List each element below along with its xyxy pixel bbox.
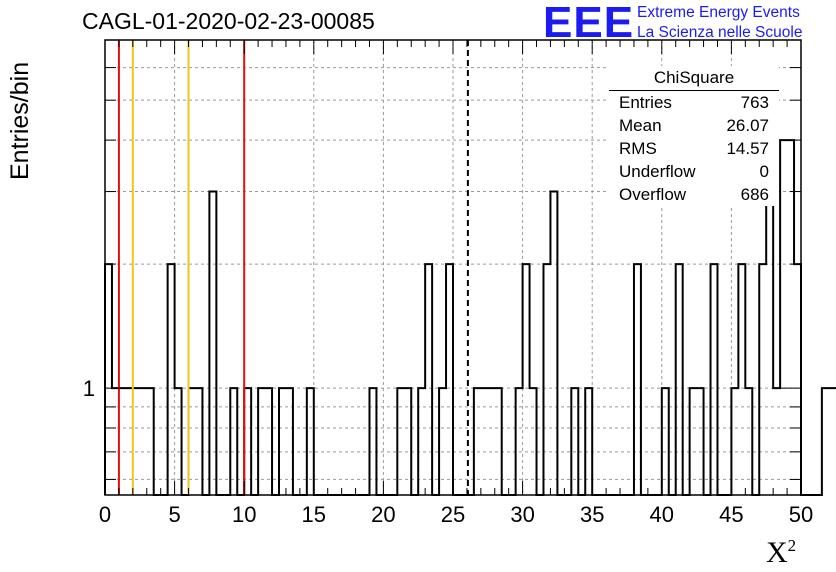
axis-tick-labels: 0 5 10 15 20 25 30 35 40 45 50 1 bbox=[83, 376, 813, 527]
x-tick-label: 5 bbox=[168, 502, 180, 527]
y-tick-label: 1 bbox=[83, 376, 95, 401]
stats-title: ChiSquare bbox=[609, 66, 779, 91]
axis-ticks bbox=[104, 39, 802, 495]
x-tick-label: 0 bbox=[99, 502, 111, 527]
stats-value: 763 bbox=[740, 93, 769, 112]
stats-label: Underflow bbox=[619, 162, 696, 181]
stats-value: 26.07 bbox=[726, 116, 769, 135]
x-tick-label: 25 bbox=[441, 502, 465, 527]
stats-label: Mean bbox=[619, 116, 662, 135]
stats-value: 14.57 bbox=[726, 139, 769, 158]
stats-row: Mean 26.07 bbox=[609, 114, 779, 137]
x-tick-label: 30 bbox=[510, 502, 534, 527]
x-tick-label: 15 bbox=[302, 502, 326, 527]
x-tick-label: 10 bbox=[232, 502, 256, 527]
x-tick-label: 40 bbox=[650, 502, 674, 527]
x-axis-label-superscript: 2 bbox=[787, 536, 797, 555]
x-axis-label-text: X bbox=[766, 536, 788, 569]
stats-row: Underflow 0 bbox=[609, 160, 779, 183]
logo-tagline-2: La Scienza nelle Scuole bbox=[637, 24, 803, 41]
stats-box: ChiSquare Entries 763 Mean 26.07 RMS 14.57 … bbox=[609, 66, 779, 206]
run-title: CAGL-01-2020-02-23-00085 bbox=[82, 8, 375, 34]
x-tick-label: 35 bbox=[580, 502, 604, 527]
x-tick-label: 50 bbox=[789, 502, 813, 527]
x-tick-label: 45 bbox=[719, 502, 743, 527]
x-axis-label: X2 bbox=[766, 536, 796, 570]
stats-value: 0 bbox=[759, 162, 769, 181]
stats-label: Overflow bbox=[619, 185, 687, 204]
stats-row: RMS 14.57 bbox=[609, 137, 779, 160]
stats-label: RMS bbox=[619, 139, 657, 158]
stats-label: Entries bbox=[619, 93, 672, 112]
eee-logo: EEE bbox=[543, 0, 635, 47]
y-axis-label: Entries/bin bbox=[6, 61, 34, 180]
stats-row: Overflow 686 bbox=[609, 183, 779, 206]
x-tick-label: 20 bbox=[371, 502, 395, 527]
stats-row: Entries 763 bbox=[609, 91, 779, 114]
stats-value: 686 bbox=[740, 185, 769, 204]
marker-lines bbox=[117, 40, 469, 495]
logo-tagline-1: Extreme Energy Events bbox=[637, 4, 800, 21]
